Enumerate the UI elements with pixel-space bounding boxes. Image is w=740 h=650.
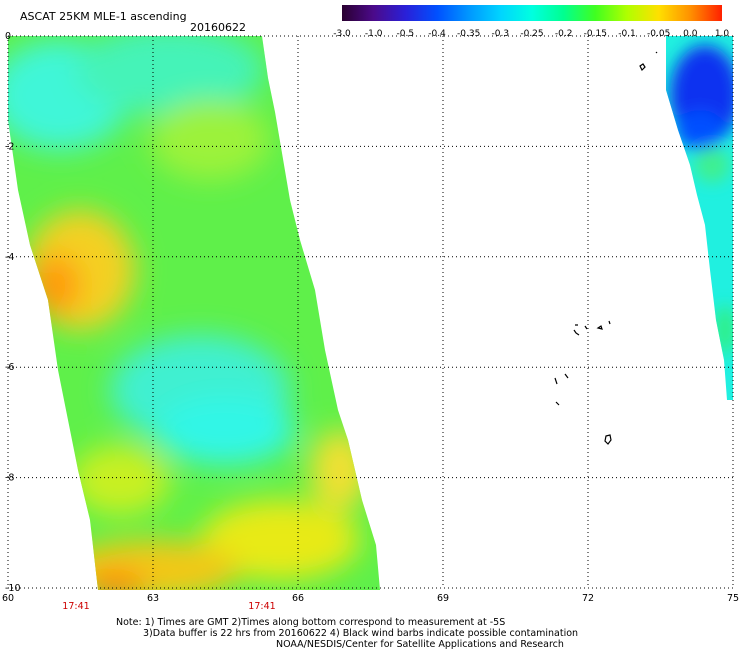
coastline [596,320,611,330]
colorbar-tick-label: -0.3 [492,29,510,39]
coastline [655,51,658,54]
colorbar-tick-label: -0.5 [397,29,415,39]
lon-tick-label: 69 [437,593,449,604]
colorbar-tick-label: -3.0 [333,29,351,39]
lon-tick-label: 75 [727,593,739,604]
note-line-2: 3)Data buffer is 22 hrs from 20160622 4)… [143,628,578,639]
scatterometer-swath-right [666,36,733,400]
lat-tick-label: -2 [5,141,14,152]
coastlines [554,51,658,445]
coastline [554,373,569,406]
coastline [604,434,612,445]
lat-tick-label: -10 [5,583,21,594]
map-panel: 60 63 66 69 72 75 0 -2 -4 -6 -8 -10 17:41 17:41 [2,31,739,612]
colorbar-tick-label: -0.05 [647,29,670,39]
coastline [639,63,646,72]
lat-lon-grid [7,35,734,589]
lat-tick-label: -8 [5,473,14,484]
colorbar: -3.0 -1.0 -0.5 -0.4 -0.35 -0.3 -0.25 -0.2 -0.15 -… [333,5,729,39]
scatterometer-swath-left [8,36,380,590]
colorbar-tick-label: 0.0 [683,29,698,39]
lat-tick-label: -6 [5,362,14,373]
lon-tick-label: 60 [2,593,14,604]
colorbar-tick-label: 1.0 [715,29,730,39]
pass-time-label: 17:41 [62,601,89,612]
colorbar-tick-label: -0.15 [584,29,607,39]
lon-tick-label: 66 [292,593,304,604]
note-line-1: Note: 1) Times are GMT 2)Times along bot… [116,617,505,628]
colorbar-tick-label: -1.0 [365,29,383,39]
colorbar-gradient [342,5,722,21]
product-date: 20160622 [190,21,246,34]
colorbar-tick-label: -0.25 [520,29,543,39]
axis-labels: 60 63 66 69 72 75 0 -2 -4 -6 -8 -10 17:41 17:41 [2,31,739,612]
lon-tick-label: 72 [582,593,594,604]
colorbar-tick-label: -0.35 [457,29,480,39]
note-line-3: NOAA/NESDIS/Center for Satellite Applica… [276,639,564,650]
lat-tick-label: 0 [5,31,11,42]
lon-tick-label: 63 [147,593,159,604]
lat-tick-label: -4 [5,252,14,263]
product-title: ASCAT 25KM MLE-1 ascending [20,10,187,23]
colorbar-tick-label: -0.1 [618,29,636,39]
pass-time-label: 17:41 [248,601,275,612]
coastline [573,324,588,336]
colorbar-tick-label: -0.2 [555,29,573,39]
colorbar-tick-label: -0.4 [428,29,446,39]
